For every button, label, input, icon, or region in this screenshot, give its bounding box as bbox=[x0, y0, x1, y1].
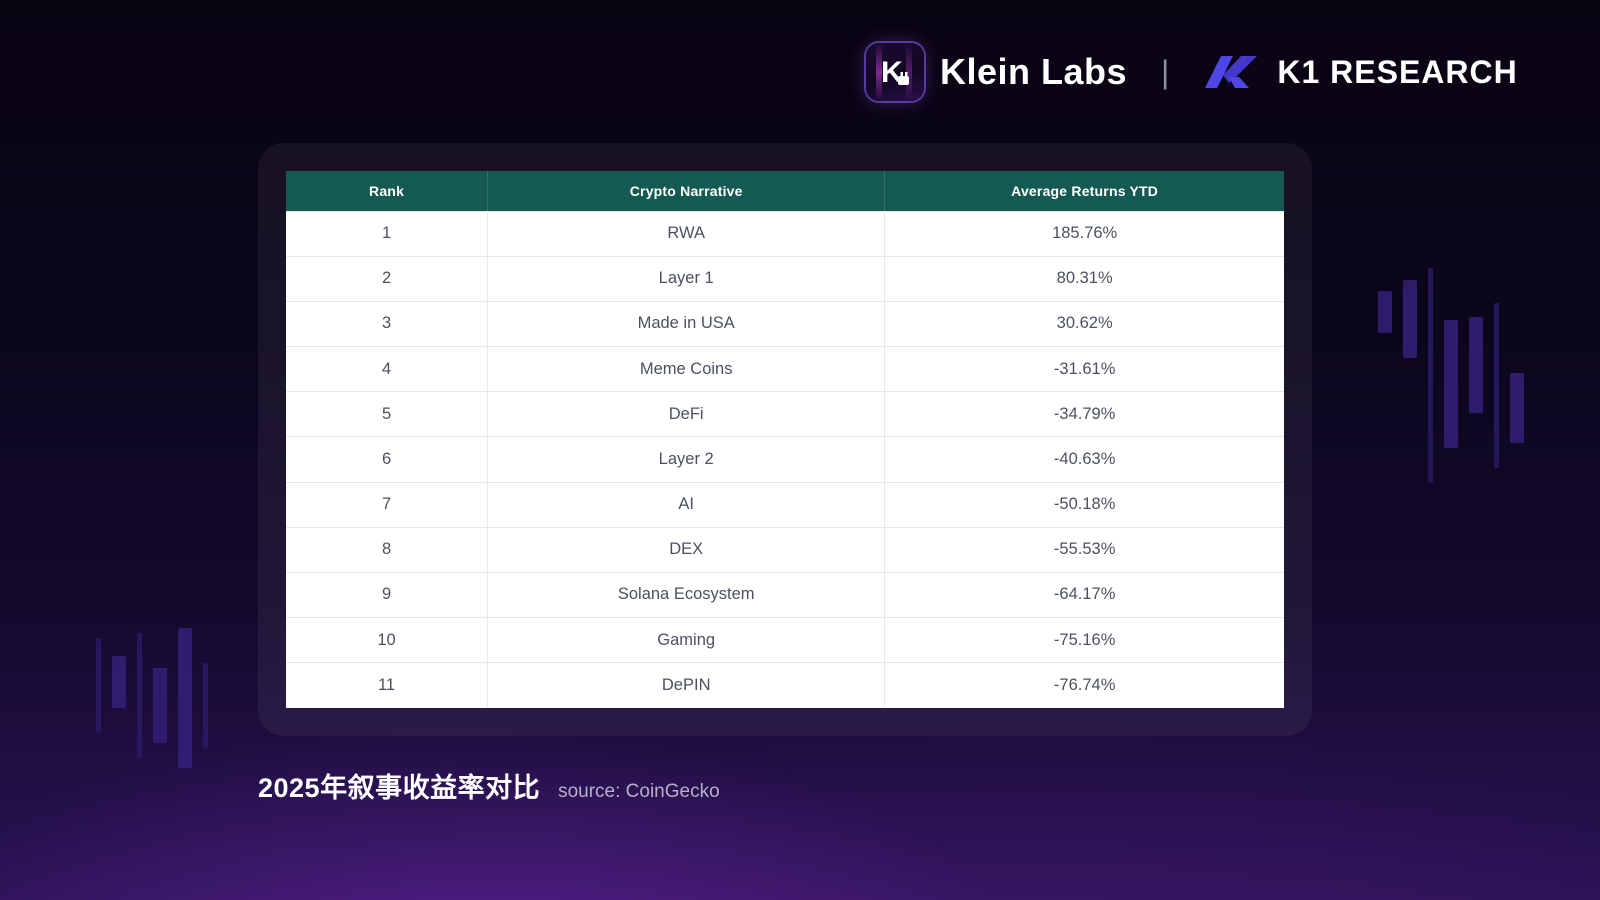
cell-rank: 11 bbox=[286, 662, 488, 708]
cell-rank: 2 bbox=[286, 255, 488, 302]
col-header-rank: Rank bbox=[286, 171, 488, 211]
cell-narrative: Layer 2 bbox=[487, 436, 885, 483]
klein-labs-logo-icon: K bbox=[866, 43, 924, 101]
cell-narrative: DeFi bbox=[487, 391, 885, 437]
k1-research-logo-icon bbox=[1205, 56, 1258, 88]
candle-bar bbox=[203, 663, 208, 748]
cell-narrative: Solana Ecosystem bbox=[487, 571, 885, 618]
cell-rank: 8 bbox=[286, 526, 488, 573]
cell-rank: 9 bbox=[286, 571, 488, 618]
cell-rank: 1 bbox=[286, 210, 488, 257]
table-row: 5 DeFi -34.79% bbox=[286, 391, 1284, 437]
candle-bar bbox=[1444, 320, 1458, 448]
candlestick-decoration-left bbox=[96, 610, 208, 768]
cell-rank: 10 bbox=[286, 617, 488, 663]
table-row: 10 Gaming -75.16% bbox=[286, 617, 1284, 663]
cell-rank: 6 bbox=[286, 436, 488, 483]
k1-research-wordmark: K1 RESEARCH bbox=[1277, 53, 1518, 90]
candle-bar bbox=[178, 628, 192, 768]
col-header-narrative: Crypto Narrative bbox=[487, 171, 885, 211]
cell-rank: 7 bbox=[286, 481, 488, 528]
table-row: 1 RWA 185.76% bbox=[286, 210, 1284, 257]
cell-narrative: DEX bbox=[487, 526, 885, 573]
cell-returns: 30.62% bbox=[884, 300, 1284, 347]
cell-returns: 185.76% bbox=[884, 210, 1284, 257]
candle-bar bbox=[1494, 303, 1499, 468]
col-header-returns: Average Returns YTD bbox=[884, 171, 1284, 211]
cell-rank: 4 bbox=[286, 346, 488, 392]
brand-divider: | bbox=[1161, 53, 1170, 90]
candle-bar bbox=[137, 633, 142, 758]
table-card: Rank Crypto Narrative Average Returns YT… bbox=[258, 143, 1312, 736]
table-row: 7 AI -50.18% bbox=[286, 481, 1284, 528]
caption: 2025年叙事收益率对比 source: CoinGecko bbox=[258, 766, 720, 805]
caption-source: source: CoinGecko bbox=[558, 781, 720, 802]
cell-narrative: DePIN bbox=[487, 662, 885, 708]
returns-table: Rank Crypto Narrative Average Returns YT… bbox=[286, 171, 1284, 708]
candle-bar bbox=[112, 656, 126, 708]
candlestick-decoration-right bbox=[1378, 265, 1524, 483]
table-body: 1 RWA 185.76% 2 Layer 1 80.31% 3 Made in… bbox=[286, 210, 1284, 708]
caption-title: 2025年叙事收益率对比 bbox=[258, 773, 541, 803]
candle-bar bbox=[96, 638, 101, 733]
klein-labs-wordmark: Klein Labs bbox=[940, 51, 1128, 92]
candle-bar bbox=[1510, 373, 1524, 443]
cell-returns: -40.63% bbox=[884, 436, 1284, 483]
klein-k-glyph: K bbox=[881, 56, 909, 89]
cell-narrative: AI bbox=[487, 481, 885, 528]
cell-rank: 3 bbox=[286, 300, 488, 347]
table-row: 9 Solana Ecosystem -64.17% bbox=[286, 571, 1284, 618]
candle-bar bbox=[1403, 280, 1417, 358]
candle-bar bbox=[153, 668, 167, 743]
cell-narrative: Gaming bbox=[487, 617, 885, 663]
candle-bar bbox=[1428, 268, 1433, 483]
cell-returns: -55.53% bbox=[884, 526, 1284, 573]
table-row: 8 DEX -55.53% bbox=[286, 526, 1284, 573]
cell-narrative: Layer 1 bbox=[487, 255, 885, 302]
cell-returns: -76.74% bbox=[884, 662, 1284, 708]
cell-returns: -75.16% bbox=[884, 617, 1284, 663]
cell-returns: -50.18% bbox=[884, 481, 1284, 528]
svg-text:K: K bbox=[881, 56, 903, 89]
cell-returns: -31.61% bbox=[884, 346, 1284, 392]
cell-returns: -64.17% bbox=[884, 571, 1284, 618]
cell-rank: 5 bbox=[286, 391, 488, 437]
table-header: Rank Crypto Narrative Average Returns YT… bbox=[286, 171, 1284, 211]
cell-returns: -34.79% bbox=[884, 391, 1284, 437]
cell-narrative: RWA bbox=[487, 210, 885, 257]
table-row: 3 Made in USA 30.62% bbox=[286, 300, 1284, 347]
logo-streak bbox=[906, 43, 912, 101]
cell-narrative: Meme Coins bbox=[487, 346, 885, 392]
candle-bar bbox=[1469, 317, 1483, 413]
table-row: 2 Layer 1 80.31% bbox=[286, 255, 1284, 302]
logo-streak bbox=[876, 43, 882, 101]
candle-bar bbox=[1378, 291, 1392, 333]
table-row: 4 Meme Coins -31.61% bbox=[286, 346, 1284, 392]
table-row: 11 DePIN -76.74% bbox=[286, 662, 1284, 708]
cell-narrative: Made in USA bbox=[487, 300, 885, 347]
cell-returns: 80.31% bbox=[884, 255, 1284, 302]
table-row: 6 Layer 2 -40.63% bbox=[286, 436, 1284, 483]
header: K Klein Labs | K1 RESEARCH bbox=[866, 42, 1518, 102]
